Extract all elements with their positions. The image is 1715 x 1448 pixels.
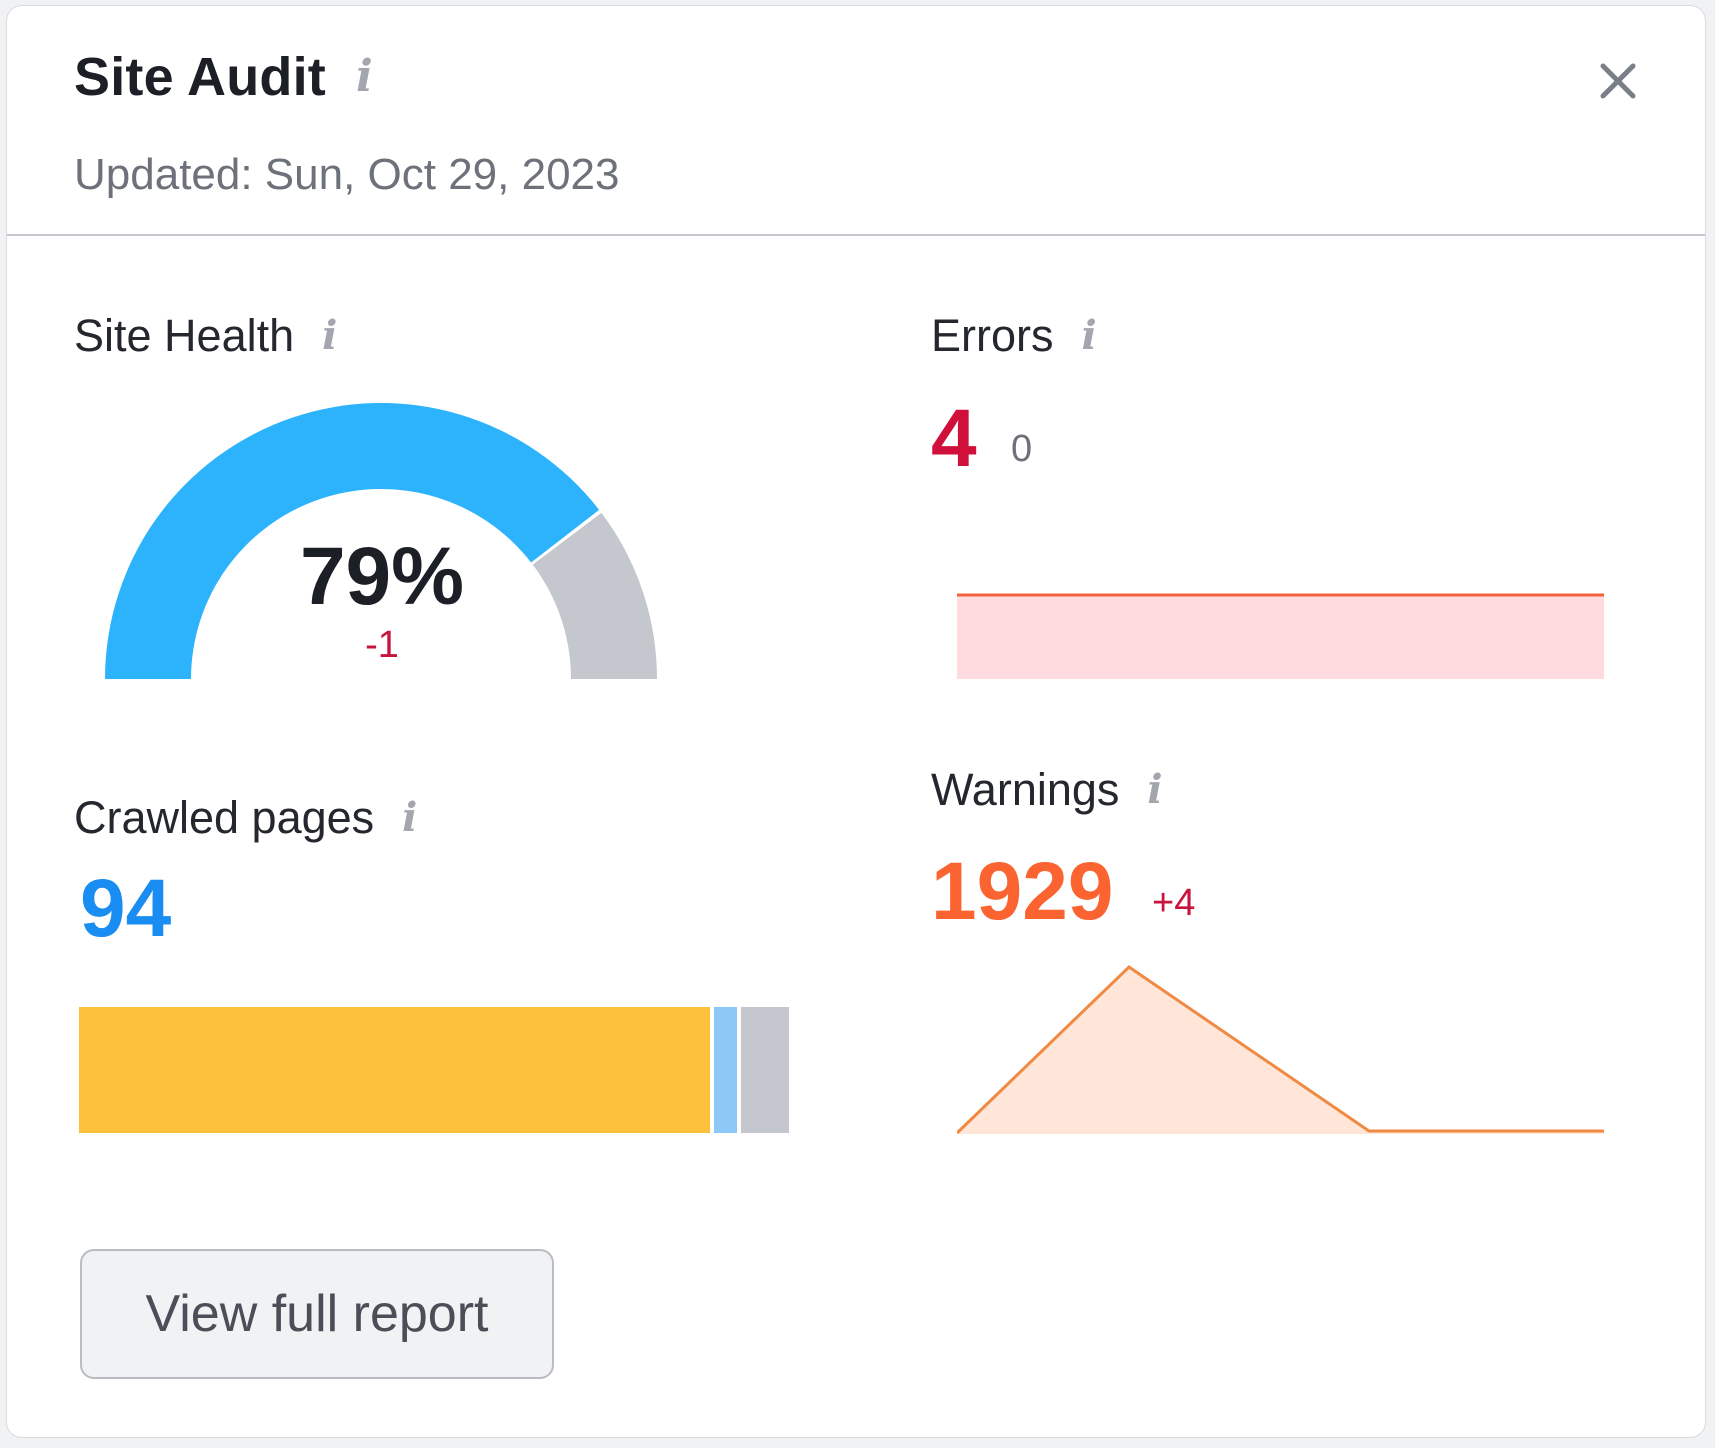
errors-delta: 0 (1011, 428, 1033, 470)
errors-label-row: Errors i (931, 310, 1097, 362)
errors-value: 4 (931, 393, 977, 484)
info-icon[interactable]: i (1081, 312, 1097, 359)
site-health-label-row: Site Health i (74, 310, 337, 362)
updated-date: Updated: Sun, Oct 29, 2023 (74, 150, 620, 199)
warnings-delta: +4 (1152, 882, 1196, 924)
site-audit-card: Site Audit i Updated: Sun, Oct 29, 2023 … (6, 5, 1706, 1438)
crawled-segment-healthy (79, 1007, 710, 1133)
crawled-segment-blocked (741, 1007, 789, 1133)
info-icon[interactable]: i (402, 794, 418, 841)
warnings-sparkline-area (957, 967, 1604, 1134)
warnings-value: 1929 (931, 846, 1114, 937)
info-icon[interactable]: i (1147, 766, 1163, 813)
crawled-pages-label-row: Crawled pages i (74, 792, 417, 844)
title-row: Site Audit i (74, 46, 373, 108)
site-health-label: Site Health (74, 310, 295, 361)
warnings-sparkline-line (957, 965, 1604, 1135)
warnings-label-row: Warnings i (931, 764, 1163, 816)
card-title: Site Audit (74, 47, 326, 107)
info-icon[interactable]: i (322, 312, 338, 359)
site-health-delta: -1 (365, 624, 399, 666)
site-health-value: 79% (299, 531, 465, 622)
site-health-gauge (105, 402, 657, 679)
crawled-segment-redirects (714, 1007, 737, 1133)
errors-sparkline (957, 593, 1604, 679)
warnings-sparkline (957, 965, 1604, 1135)
gauge-filled-arc (105, 402, 600, 679)
gauge-remaining-arc (532, 512, 657, 679)
warnings-label: Warnings (931, 764, 1120, 815)
close-icon[interactable] (1593, 56, 1643, 106)
crawled-pages-label: Crawled pages (74, 792, 375, 843)
crawled-pages-value: 94 (80, 863, 172, 954)
errors-label: Errors (931, 310, 1054, 361)
view-full-report-button[interactable]: View full report (80, 1249, 554, 1379)
card-header: Site Audit i Updated: Sun, Oct 29, 2023 (7, 6, 1705, 236)
info-icon[interactable]: i (356, 51, 373, 102)
errors-sparkline-area (957, 595, 1604, 679)
crawled-pages-bar (79, 1007, 789, 1133)
